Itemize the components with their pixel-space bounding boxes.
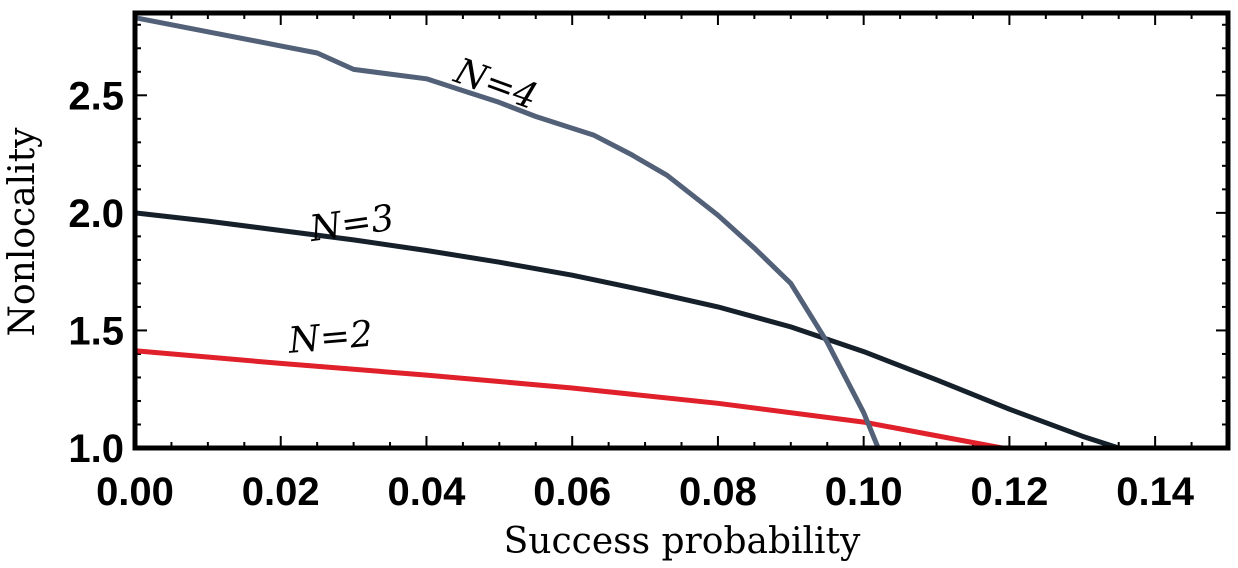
- x-tick-label: 0.04: [388, 470, 467, 514]
- y-tick-label: 1.0: [68, 427, 124, 471]
- plot-frame: [132, 10, 1231, 451]
- y-tick-label: 2.0: [68, 192, 124, 236]
- curve-label-n-4: N=4: [448, 50, 542, 118]
- x-tick-label: 0.02: [242, 470, 320, 514]
- x-tick-label: 0.14: [1116, 470, 1195, 514]
- x-tick-label: 0.06: [533, 470, 611, 514]
- x-tick-label: 0.08: [679, 470, 757, 514]
- series-line-n-2: [132, 348, 1005, 451]
- y-tick-label: 1.5: [68, 309, 124, 353]
- curve-label-n-2: N=2: [286, 314, 375, 362]
- curves: [132, 15, 1122, 451]
- x-axis-title: Success probability: [504, 521, 861, 562]
- y-axis-title: Nonlocality: [2, 127, 43, 337]
- x-tick-label: 0.00: [96, 470, 174, 514]
- series-line-n-4: [132, 15, 881, 451]
- x-tick-label: 0.12: [970, 470, 1048, 514]
- series-line-n-3: [132, 210, 1122, 451]
- tick-labels: 0.00 0.02 0.04 0.06 0.08 0.10 0.12 0.14 1.0 1.5 2.…: [68, 74, 1194, 514]
- y-tick-label: 2.5: [68, 74, 124, 118]
- x-tick-label: 0.10: [825, 470, 903, 514]
- curve-labels: N=2N=3N=4: [286, 50, 543, 362]
